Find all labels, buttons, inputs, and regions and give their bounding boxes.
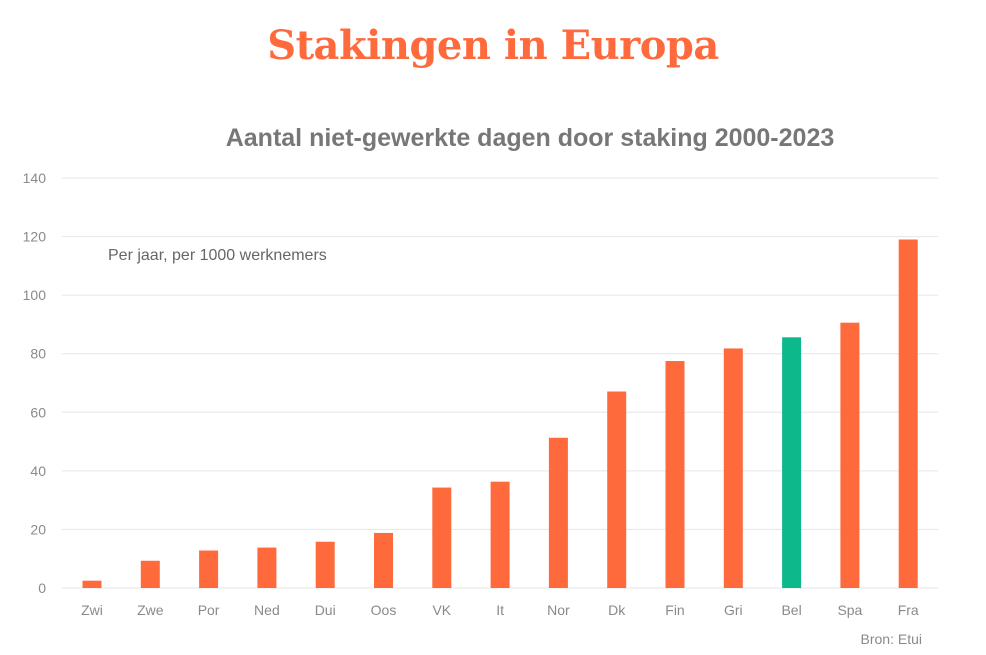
x-tick-label-bel: Bel xyxy=(781,602,801,618)
y-tick-label: 40 xyxy=(30,463,46,479)
bar-por xyxy=(199,550,219,588)
bar-zwi xyxy=(82,580,102,588)
x-tick-label-oos: Oos xyxy=(371,602,397,618)
bar-vk xyxy=(432,487,452,588)
bar-nor xyxy=(548,437,568,588)
y-tick-label: 120 xyxy=(23,229,47,245)
bar-fin xyxy=(665,361,685,588)
y-tick-label: 20 xyxy=(30,521,46,537)
x-tick-label-dui: Dui xyxy=(315,602,336,618)
bar-oos xyxy=(374,532,393,588)
chart-title: Aantal niet-gewerkte dagen door staking … xyxy=(225,124,835,152)
bar-bel xyxy=(782,337,802,588)
chart-subtitle: Per jaar, per 1000 werknemers xyxy=(108,247,327,264)
y-tick-label: 100 xyxy=(23,287,47,303)
x-tick-label-zwe: Zwe xyxy=(137,602,164,618)
bar-it xyxy=(490,481,510,588)
y-axis-ticks: 0 20 40 60 80 100 120 140 xyxy=(23,170,47,596)
x-tick-label-it: It xyxy=(496,602,504,618)
bar-gri xyxy=(723,348,743,588)
x-tick-label-ned: Ned xyxy=(254,602,280,618)
y-tick-label: 80 xyxy=(30,346,46,362)
x-tick-label-por: Por xyxy=(198,602,220,618)
x-tick-label-spa: Spa xyxy=(837,602,862,618)
bar-dui xyxy=(315,541,335,588)
bar-zwe xyxy=(140,560,160,588)
bars xyxy=(82,239,918,588)
bar-fra xyxy=(898,239,918,588)
x-tick-label-fin: Fin xyxy=(665,602,684,618)
x-tick-label-gri: Gri xyxy=(724,602,743,618)
bar-spa xyxy=(840,322,860,588)
x-tick-label-zwi: Zwi xyxy=(81,602,103,618)
y-tick-label: 60 xyxy=(30,404,46,420)
x-tick-label-nor: Nor xyxy=(547,602,570,618)
source-note: Bron: Etui xyxy=(861,631,922,647)
y-tick-label: 0 xyxy=(38,580,46,596)
bar-dk xyxy=(607,391,627,588)
x-tick-label-dk: Dk xyxy=(608,602,626,618)
x-axis-ticks: Zwi Zwe Por Ned Dui Oos VK It Nor Dk Fin Gri Bel Spa F… xyxy=(81,602,919,618)
headline: Stakingen in Europa xyxy=(267,22,719,69)
y-tick-label: 140 xyxy=(23,170,47,186)
x-tick-label-fra: Fra xyxy=(898,602,919,618)
bar-ned xyxy=(257,547,277,588)
x-tick-label-vk: VK xyxy=(432,602,451,618)
